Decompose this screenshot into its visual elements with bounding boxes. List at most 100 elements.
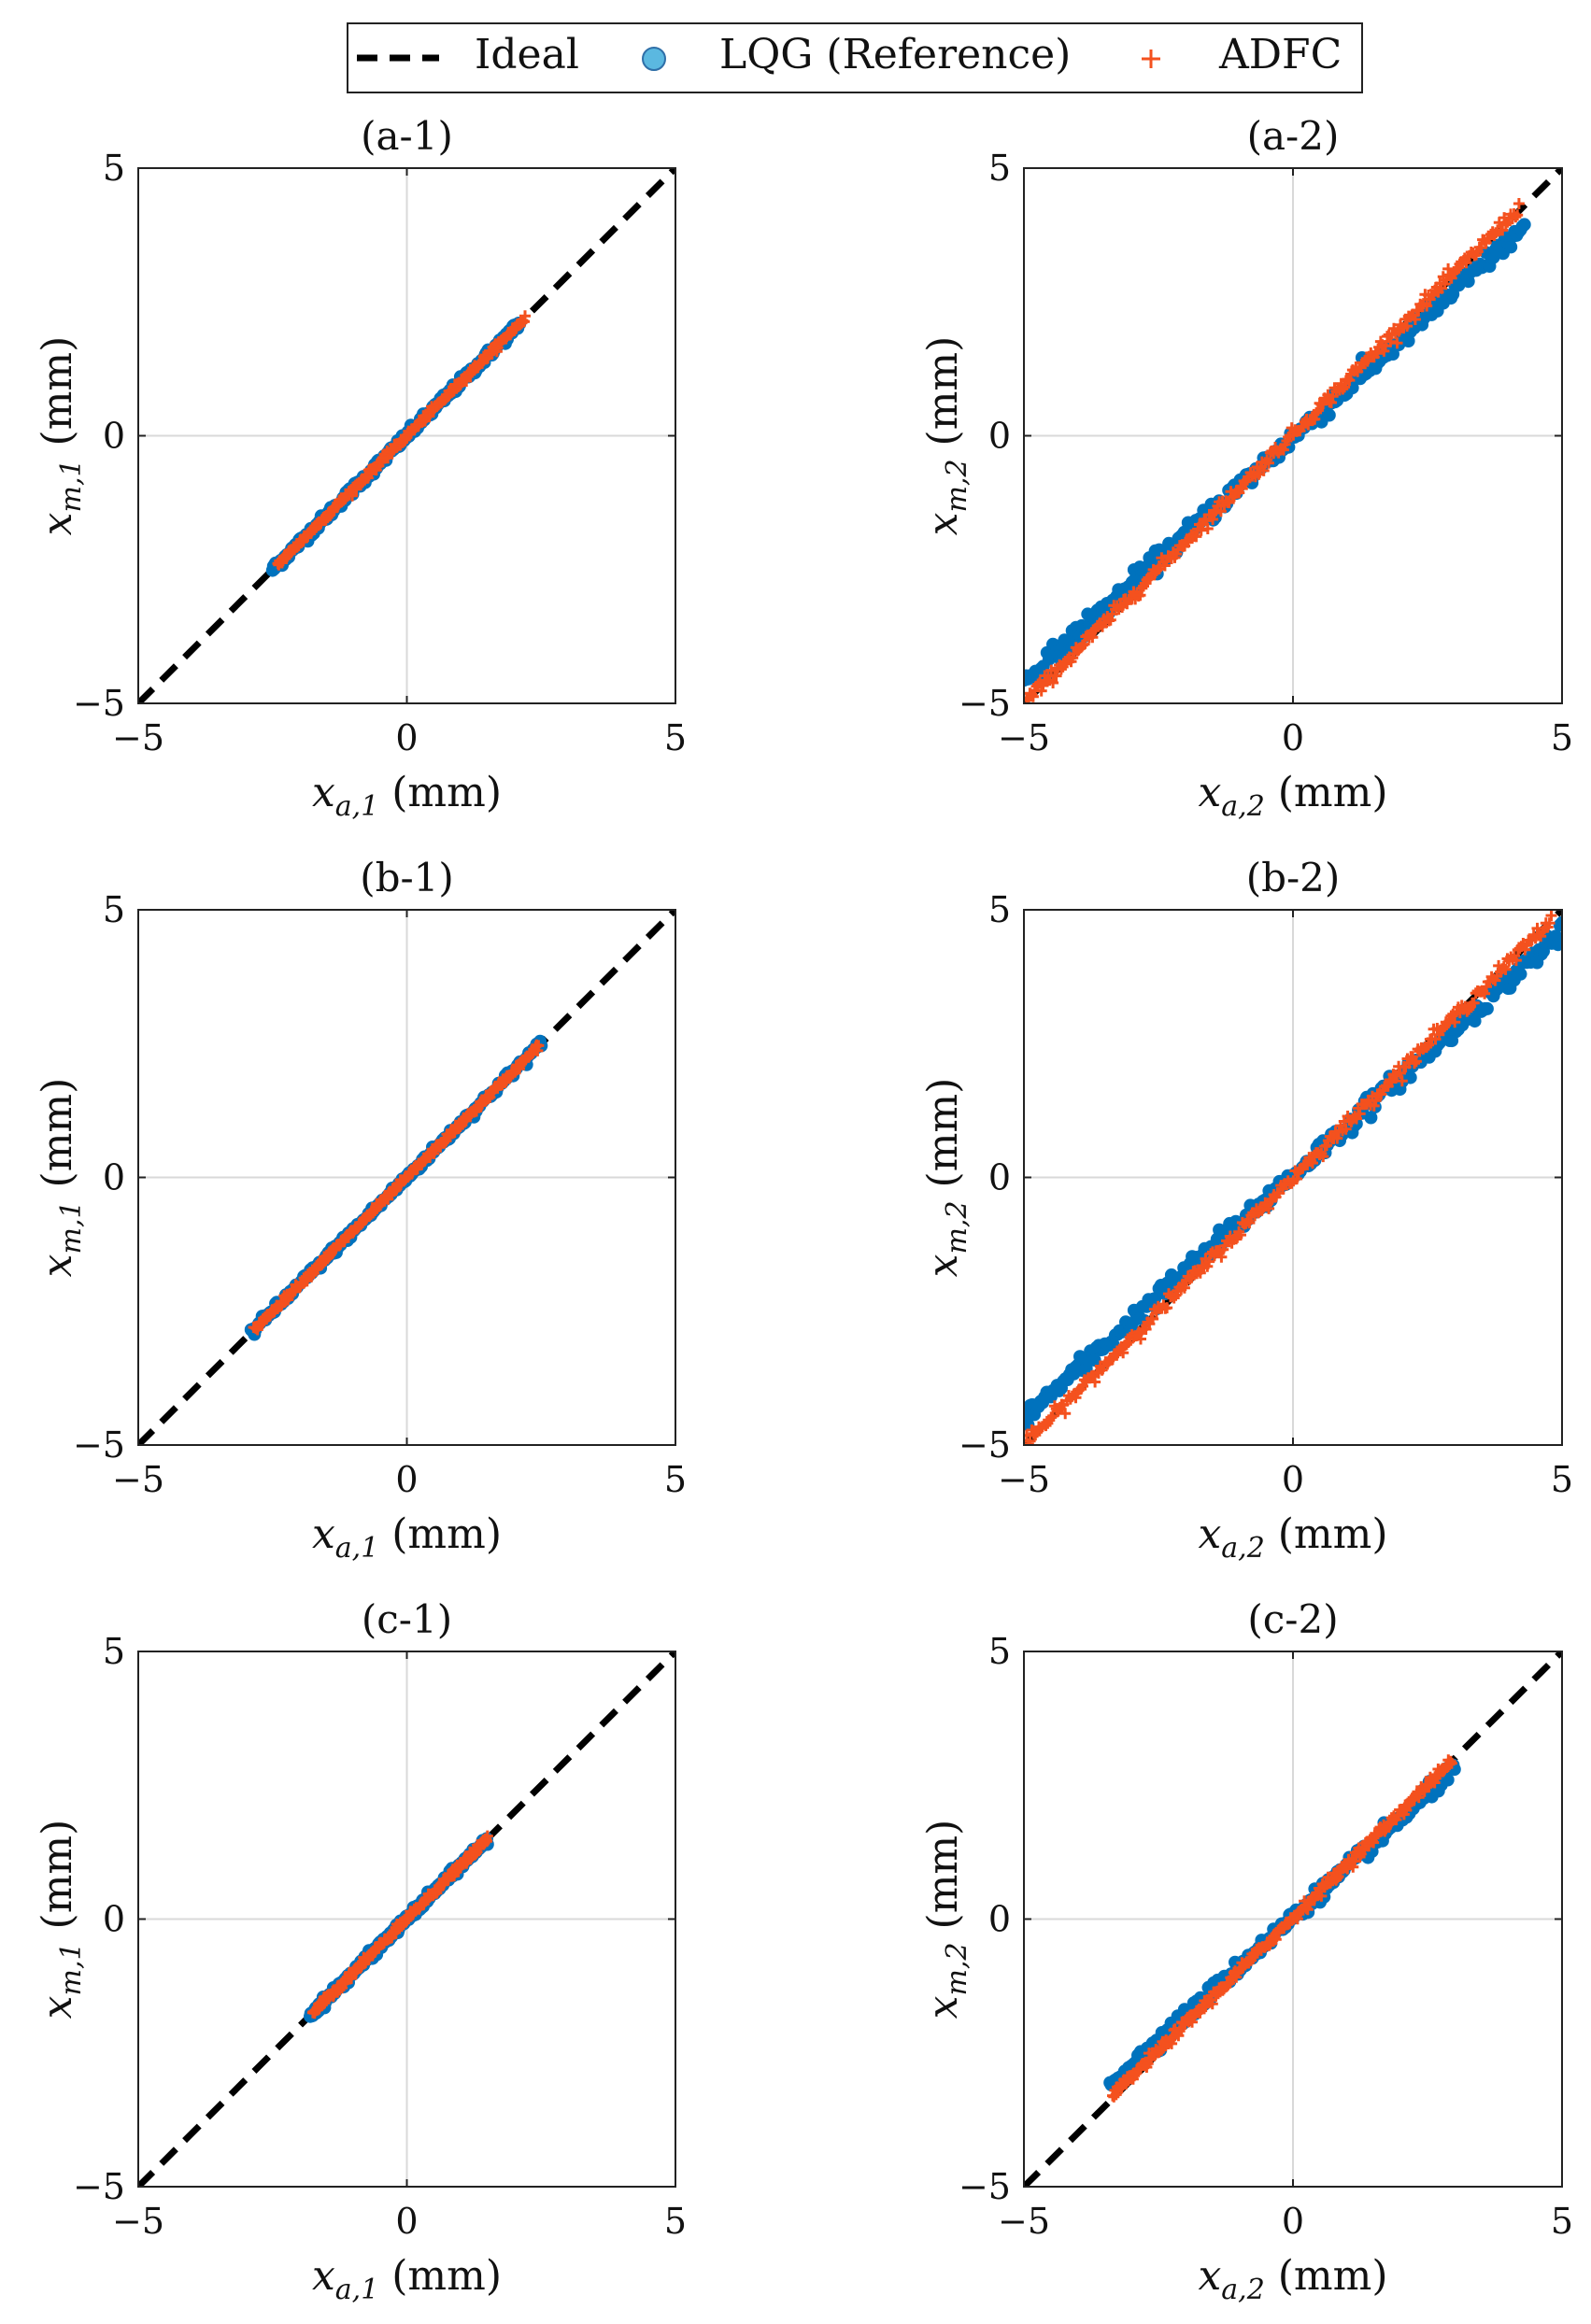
adfc-point xyxy=(1257,464,1270,476)
adfc-point xyxy=(1243,1217,1256,1229)
lqg-point xyxy=(1551,938,1562,952)
adfc-point xyxy=(1396,1075,1408,1087)
adfc-point xyxy=(1291,1173,1303,1184)
y-tick-label: 5 xyxy=(103,1631,125,1672)
y-axis-label: xm,2 (mm) xyxy=(919,1820,973,2019)
y-axis-label: xm,1 (mm) xyxy=(34,336,88,536)
legend-box xyxy=(347,22,1363,93)
adfc-point xyxy=(1207,514,1219,525)
y-tick-label: 0 xyxy=(988,1899,1011,1940)
adfc-point xyxy=(1331,1132,1343,1144)
legend: Ideal LQG (Reference) ADFC xyxy=(347,22,1363,93)
adfc-point xyxy=(1134,589,1146,602)
x-tick-label: 0 xyxy=(1282,2201,1304,2242)
x-tick-label: −5 xyxy=(998,717,1050,758)
x-tick-label: 5 xyxy=(664,2201,687,2242)
y-tick-label: 0 xyxy=(988,416,1011,457)
adfc-point xyxy=(1035,685,1047,697)
adfc-point xyxy=(1449,1016,1461,1028)
y-tick-label: 5 xyxy=(988,889,1011,930)
y-tick-label: 0 xyxy=(103,1899,125,1940)
lqg-point xyxy=(1322,408,1336,422)
adfc-series xyxy=(272,310,531,571)
x-tick-label: 5 xyxy=(1551,717,1573,758)
adfc-point xyxy=(1089,1376,1101,1388)
y-tick-label: 0 xyxy=(103,1157,125,1198)
y-axis-label: xm,2 (mm) xyxy=(919,336,973,536)
y-tick-label: 5 xyxy=(103,889,125,930)
adfc-point xyxy=(1242,1215,1254,1227)
adfc-point xyxy=(1391,337,1403,349)
x-tick-label: 5 xyxy=(664,717,687,758)
adfc-point xyxy=(1317,1151,1329,1163)
adfc-point xyxy=(1027,690,1039,702)
x-axis-label: xa,1 (mm) xyxy=(312,1510,502,1565)
adfc-point xyxy=(519,310,531,322)
chart-panel-4: −5 0 5 −5 0 5 (b-2) xa,2 (mm) xm,2 (mm) xyxy=(919,855,1573,1565)
chart-title: (c-1) xyxy=(362,1596,452,1642)
chart-panel-6: −5 0 5 −5 0 5 (c-2) xa,2 (mm) xm,2 (mm) xyxy=(919,1596,1573,2306)
adfc-point xyxy=(1354,1108,1366,1120)
adfc-point xyxy=(1201,523,1214,534)
x-axis-label: xa,2 (mm) xyxy=(1198,1510,1387,1565)
adfc-point xyxy=(1545,910,1557,922)
adfc-point xyxy=(1368,1099,1380,1112)
chart-panel-2: −5 0 5 −5 0 5 (a-2) xa,2 (mm) xm,2 (mm) xyxy=(919,113,1573,823)
adfc-point xyxy=(533,1040,545,1052)
adfc-series xyxy=(306,1830,493,2019)
adfc-point xyxy=(1047,677,1059,688)
adfc-series xyxy=(1024,198,1525,703)
adfc-point xyxy=(1371,347,1384,360)
plot-marks xyxy=(1024,168,1562,703)
x-axis-label: xa,2 (mm) xyxy=(1198,769,1387,823)
adfc-point xyxy=(1326,397,1337,408)
adfc-point xyxy=(1409,314,1421,325)
adfc-point xyxy=(1277,444,1289,456)
lqg-point xyxy=(1555,915,1562,929)
adfc-point xyxy=(1339,381,1351,393)
adfc-point xyxy=(1512,209,1524,221)
adfc-point xyxy=(1421,300,1433,312)
adfc-point xyxy=(1215,1251,1228,1263)
x-tick-label: −5 xyxy=(112,717,164,758)
adfc-point xyxy=(1421,1042,1433,1053)
plot-marks xyxy=(1024,1651,1562,2187)
x-tick-label: 0 xyxy=(1282,717,1304,758)
y-axis-label: xm,1 (mm) xyxy=(34,1820,88,2019)
adfc-point xyxy=(1087,631,1099,644)
chart-panel-1: −5 0 5 −5 0 5 (a-1) xa,1 (mm) xm,1 (mm) xyxy=(34,113,687,823)
y-tick-label: 5 xyxy=(103,148,125,189)
lqg-point xyxy=(1087,1353,1101,1367)
adfc-point xyxy=(1147,1313,1159,1325)
adfc-point xyxy=(1050,670,1062,682)
adfc-point xyxy=(1104,614,1116,626)
legend-adfc-label: ADFC xyxy=(1218,31,1342,78)
adfc-point xyxy=(1070,1392,1082,1404)
lqg-point xyxy=(1517,218,1531,232)
lqg-point xyxy=(1513,967,1527,981)
adfc-point xyxy=(1394,1068,1406,1079)
x-tick-label: −5 xyxy=(112,1459,164,1500)
adfc-point xyxy=(1305,1155,1317,1168)
adfc-point xyxy=(1370,1095,1382,1107)
x-tick-label: −5 xyxy=(112,2201,164,2242)
y-tick-label: 0 xyxy=(988,1157,1011,1198)
adfc-point xyxy=(1479,987,1491,999)
lqg-point xyxy=(1504,240,1518,254)
adfc-point xyxy=(1445,1757,1457,1769)
adfc-point xyxy=(1135,1333,1146,1345)
chart-title: (a-1) xyxy=(361,113,453,159)
plot-marks xyxy=(138,1651,675,2187)
adfc-point xyxy=(1117,1347,1129,1359)
x-tick-label: 0 xyxy=(395,1459,418,1500)
y-tick-label: −5 xyxy=(959,683,1011,724)
adfc-point xyxy=(1078,638,1090,650)
chart-panel-3: −5 0 5 −5 0 5 (b-1) xa,1 (mm) xm,1 (mm) xyxy=(34,855,687,1565)
lqg-point xyxy=(1480,1001,1494,1015)
adfc-point xyxy=(1410,1056,1422,1068)
adfc-point xyxy=(1510,211,1522,223)
legend-lqg-label: LQG (Reference) xyxy=(719,31,1071,78)
adfc-point xyxy=(1337,383,1349,395)
adfc-point xyxy=(1203,1255,1215,1268)
